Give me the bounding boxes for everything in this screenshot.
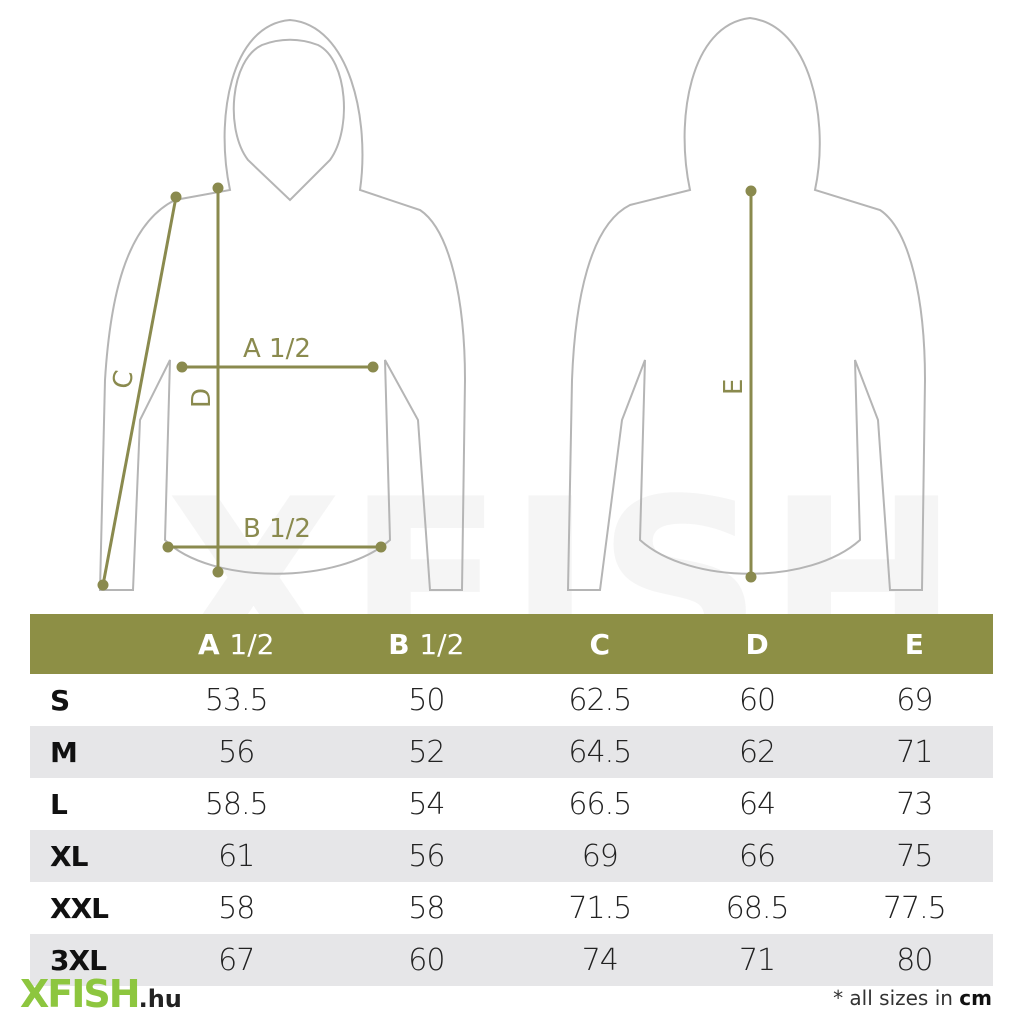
value-cell: 62.5 bbox=[568, 682, 632, 718]
value-cell: 56 bbox=[141, 726, 332, 778]
hoodie-front-outline bbox=[98, 18, 467, 591]
size-cell: XXL bbox=[50, 891, 109, 925]
value-cell: 56 bbox=[331, 830, 522, 882]
size-cell: M bbox=[30, 726, 141, 778]
header-a: A 1/2 bbox=[141, 614, 332, 674]
value-cell: 74 bbox=[521, 934, 679, 986]
size-cell: S bbox=[50, 683, 70, 717]
measurement-lines bbox=[97, 182, 757, 591]
value-cell: 58.5 bbox=[204, 786, 269, 822]
table-row: S 53.5 50 62.5 60 69 bbox=[30, 674, 993, 726]
value-cell: 66.5 bbox=[568, 786, 632, 822]
size-cell: 3XL bbox=[30, 934, 141, 986]
value-cell: 64 bbox=[738, 786, 776, 822]
value-cell: 62 bbox=[678, 726, 836, 778]
value-cell: 50 bbox=[408, 682, 445, 718]
size-cell: XL bbox=[30, 830, 141, 882]
value-cell: 69 bbox=[521, 830, 679, 882]
value-cell: 66 bbox=[678, 830, 836, 882]
value-cell: 71 bbox=[678, 934, 836, 986]
table-row: M 56 52 64.5 62 71 bbox=[30, 726, 993, 778]
table-header: A 1/2 B 1/2 C D E bbox=[30, 614, 993, 674]
value-cell: 77.5 bbox=[882, 890, 947, 926]
table-row: 3XL 67 60 74 71 80 bbox=[30, 934, 993, 986]
size-table: A 1/2 B 1/2 C D E S 53.5 50 62.5 60 69 M 56 52 64… bbox=[30, 614, 993, 986]
label-c: C bbox=[107, 368, 140, 391]
value-cell: 52 bbox=[331, 726, 522, 778]
table-row: L 58.5 54 66.5 64 73 bbox=[30, 778, 993, 830]
header-d: D bbox=[678, 614, 836, 674]
value-cell: 80 bbox=[835, 934, 993, 986]
label-b: B 1/2 bbox=[243, 514, 311, 544]
header-c: C bbox=[521, 614, 679, 674]
value-cell: 58 bbox=[218, 890, 255, 926]
value-cell: 68.5 bbox=[725, 890, 790, 926]
value-cell: 71 bbox=[835, 726, 993, 778]
value-cell: 69 bbox=[896, 682, 933, 718]
value-cell: 54 bbox=[408, 786, 445, 822]
header-size bbox=[30, 614, 141, 674]
units-note: * all sizes in cm bbox=[833, 986, 992, 1010]
header-e: E bbox=[835, 614, 993, 674]
value-cell: 60 bbox=[738, 682, 776, 718]
size-cell: L bbox=[50, 787, 68, 821]
label-a: A 1/2 bbox=[243, 334, 311, 364]
value-cell: 75 bbox=[835, 830, 993, 882]
value-cell: 67 bbox=[141, 934, 332, 986]
table-row: XL 61 56 69 66 75 bbox=[30, 830, 993, 882]
hoodie-diagrams: A 1/2 B 1/2 C D E bbox=[97, 16, 927, 591]
hoodie-back-outline bbox=[566, 16, 927, 591]
label-e: E bbox=[719, 379, 749, 395]
label-d: D bbox=[187, 388, 217, 408]
value-cell: 60 bbox=[331, 934, 522, 986]
value-cell: 64.5 bbox=[521, 726, 679, 778]
value-cell: 61 bbox=[141, 830, 332, 882]
value-cell: 53.5 bbox=[204, 682, 269, 718]
value-cell: 58 bbox=[408, 890, 445, 926]
table-row: XXL 58 58 71.5 68.5 77.5 bbox=[30, 882, 993, 934]
xfish-logo: XFISH.hu bbox=[20, 972, 182, 1016]
value-cell: 71.5 bbox=[568, 890, 632, 926]
header-b: B 1/2 bbox=[331, 614, 522, 674]
value-cell: 73 bbox=[896, 786, 933, 822]
